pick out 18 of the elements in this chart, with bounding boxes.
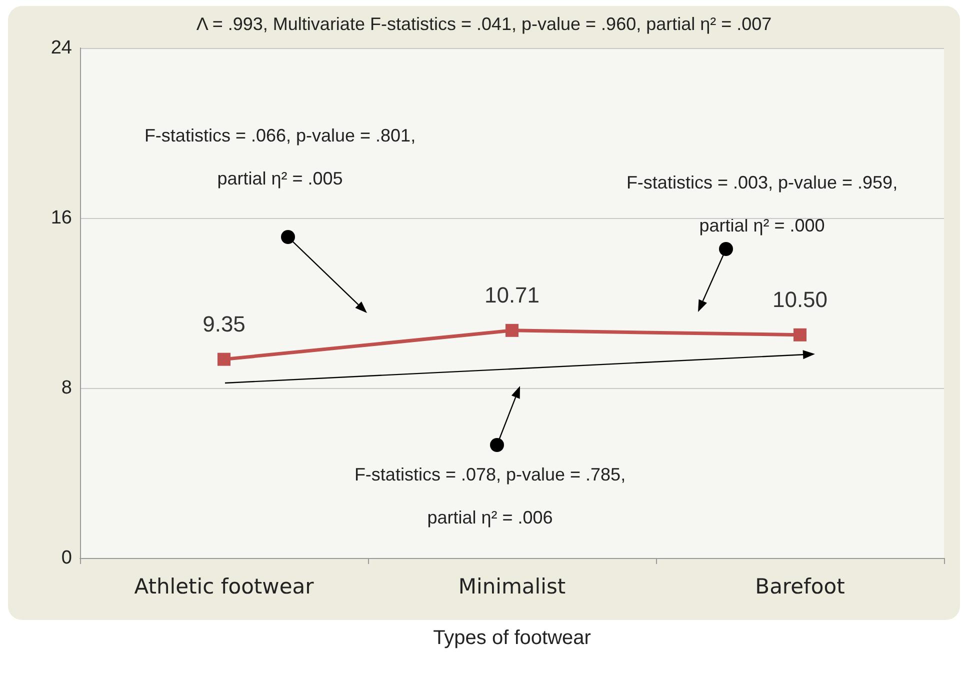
chart-title: Λ = .993, Multivariate F-statistics = .041, p-value = .960, partial η² = .007 xyxy=(196,14,772,34)
text: F-statistics = .078, p-value = .785, partial η² = .006 xyxy=(354,464,626,528)
data-label: 9.35 xyxy=(202,311,246,336)
x-axis-title: Types of footwear xyxy=(433,627,592,649)
y-tick-label: 24 xyxy=(50,38,72,58)
x-tick-label: Athletic footwear xyxy=(134,574,314,598)
point xyxy=(506,324,518,337)
y-tick-label: 0 xyxy=(61,548,72,568)
x-tick-label: Minimalist xyxy=(458,574,566,598)
data-label: 10.50 xyxy=(772,286,828,312)
x-tick-label: Barefoot xyxy=(755,574,845,598)
text: F-statistics = .066, p-value = .801, partial η² = .005 xyxy=(144,126,416,188)
text: F-statistics = .003, p-value = .959, partial η² = .000 xyxy=(626,172,898,236)
data-label: 10.71 xyxy=(484,282,540,308)
point xyxy=(218,352,230,366)
point xyxy=(794,328,806,342)
y-tick-label: 8 xyxy=(61,378,72,398)
y-tick-label: 16 xyxy=(50,208,72,228)
